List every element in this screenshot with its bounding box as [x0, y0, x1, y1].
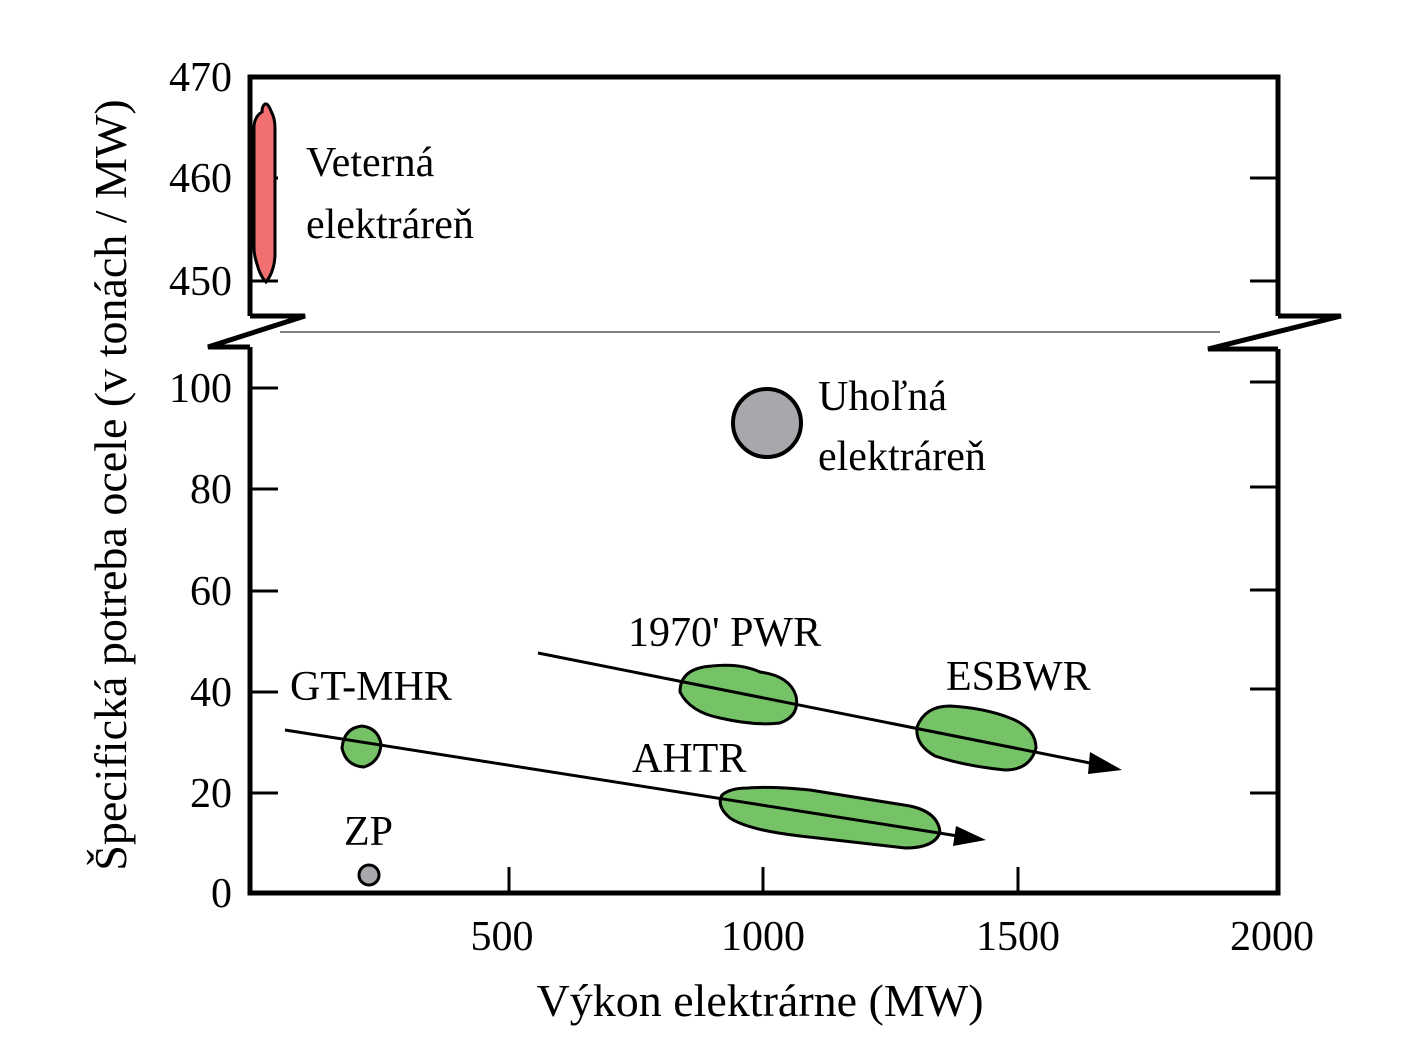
trend-arrow-lower-line [284, 728, 959, 838]
y-tick-label-460: 460 [169, 156, 232, 202]
y-tick-label-60: 60 [190, 569, 232, 615]
lower-panel: 100 80 60 40 20 0 500 1000 1500 2000 [169, 347, 1314, 960]
y-tick-label-450: 450 [169, 259, 232, 305]
coal-plant-group: Uhoľná elektráreň [731, 374, 986, 480]
pwr-1970-marker [678, 663, 799, 726]
x-tick-label-1000: 1000 [721, 914, 805, 960]
y-tick-label-40: 40 [190, 670, 232, 716]
coal-plant-label-line1: Uhoľná [818, 374, 947, 420]
coal-plant-marker [731, 387, 803, 459]
ahtr-marker [718, 785, 942, 850]
trend-arrows [284, 651, 1122, 846]
wind-power-label-line1: Veterná [306, 140, 435, 186]
y-tick-label-100: 100 [169, 366, 232, 412]
x-tick-label-1500: 1500 [976, 914, 1060, 960]
upper-panel: 470 460 450 Veterná elektráreň [169, 55, 1281, 316]
x-tick-label-2000: 2000 [1230, 914, 1314, 960]
y-axis-title: Špecifická potreba ocele (v tonách / MW) [85, 99, 136, 870]
y-tick-label-20: 20 [190, 771, 232, 817]
trend-arrow-upper-head [1088, 752, 1122, 774]
y-tick-label-470: 470 [169, 55, 232, 101]
wind-power-marker [252, 102, 277, 285]
reactor-group [340, 663, 1038, 887]
gt-mhr-label: GT-MHR [290, 664, 452, 710]
esbwr-label: ESBWR [946, 654, 1091, 700]
trend-arrow-upper-line [537, 651, 1096, 766]
y-tick-label-80: 80 [190, 467, 232, 513]
x-tick-label-500: 500 [471, 914, 534, 960]
y-tick-label-0: 0 [211, 871, 232, 917]
x-axis-title: Výkon elektrárne (MW) [536, 975, 983, 1026]
wind-power-label-line2: elektráreň [306, 202, 474, 248]
right-break-zigzag [1207, 313, 1342, 352]
coal-plant-label-line2: elektráreň [818, 434, 986, 480]
gt-mhr-marker [340, 724, 383, 769]
zp-label: ZP [344, 809, 393, 855]
zp-marker [357, 863, 381, 887]
pwr-1970-label: 1970' PWR [628, 610, 821, 656]
upper-panel-frame [247, 74, 1281, 316]
esbwr-marker [915, 704, 1038, 772]
axis-break [207, 313, 1342, 352]
left-break-zigzag [207, 313, 306, 350]
ahtr-label: AHTR [632, 736, 746, 782]
trend-arrow-lower-head [953, 826, 986, 846]
